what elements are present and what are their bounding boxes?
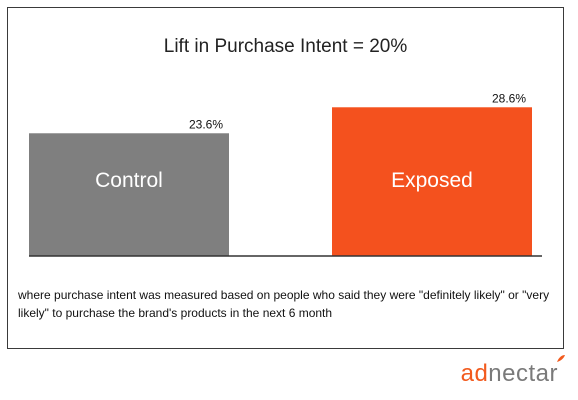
adnectar-logo: adnectar <box>460 355 565 388</box>
bar-exposed <box>332 107 532 256</box>
logo-accent-icon <box>557 355 565 362</box>
chart-frame: Lift in Purchase Intent = 20% 23.6% Contr… <box>7 7 564 349</box>
chart-title: Lift in Purchase Intent = 20% <box>163 36 408 57</box>
value-label-control: 23.6% <box>189 117 223 131</box>
logo-part-ad: ad <box>460 360 489 387</box>
bar-control <box>29 133 229 256</box>
value-label-exposed: 28.6% <box>492 91 526 105</box>
logo-part-nectar: nectar <box>488 360 558 387</box>
category-label-control: Control <box>95 169 163 192</box>
footnote-text: where purchase intent was measured based… <box>18 288 550 320</box>
bar-chart: 23.6% Control 28.6% Exposed <box>29 91 542 257</box>
category-label-exposed: Exposed <box>391 169 473 192</box>
